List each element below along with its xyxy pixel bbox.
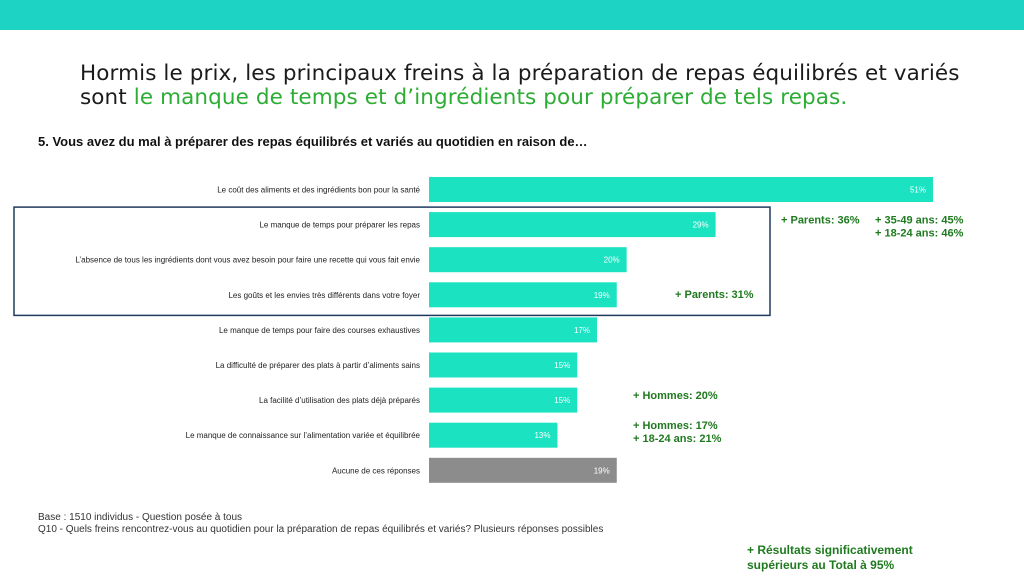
- value-label-1: 51%: [910, 186, 926, 195]
- category-label-8: Le manque de connaissance sur l’alimenta…: [186, 431, 421, 440]
- significance-legend: + Résultats significativement supérieurs…: [747, 543, 913, 573]
- headline: Hormis le prix, les principaux freins à …: [80, 62, 1010, 110]
- annotation-2-line-2: + 18-24 ans: 46%: [875, 228, 964, 240]
- category-label-9: Aucune de ces réponses: [332, 466, 420, 475]
- value-label-2: 29%: [693, 221, 709, 230]
- value-label-7: 15%: [554, 396, 570, 405]
- bar-1: [429, 177, 933, 202]
- value-label-4: 19%: [594, 291, 610, 300]
- bar-2: [429, 212, 716, 238]
- value-label-5: 17%: [574, 326, 590, 335]
- category-label-3: L’absence de tous les ingrédients dont v…: [75, 256, 420, 265]
- bar-6: [429, 352, 578, 378]
- value-label-3: 20%: [604, 256, 620, 265]
- legend-line-1: + Résultats significativement: [747, 543, 913, 557]
- base-note: Base : 1510 individus - Question posée à…: [38, 512, 243, 523]
- annotation-1-line-1: + Parents: 36%: [781, 215, 860, 227]
- bar-5: [429, 317, 597, 343]
- category-label-1: Le coût des aliments et des ingrédients …: [217, 186, 420, 195]
- headline-highlight: le manque de temps et d’ingrédients pour…: [133, 85, 848, 110]
- bar-7: [429, 387, 578, 413]
- category-label-7: La facilité d’utilisation des plats déjà…: [259, 396, 420, 405]
- category-label-4: Les goûts et les envies très différents …: [228, 291, 420, 300]
- annotation-4-line-1: + Hommes: 20%: [633, 390, 718, 402]
- bar-3: [429, 247, 627, 273]
- legend-line-2: supérieurs au Total à 95%: [747, 558, 895, 572]
- category-label-5: Le manque de temps pour faire des course…: [219, 326, 420, 335]
- bar-4: [429, 282, 617, 308]
- highlight-box: [13, 206, 771, 317]
- annotation-2-line-1: + 35-49 ans: 45%: [875, 215, 964, 227]
- annotation-3-line-1: + Parents: 31%: [675, 289, 754, 301]
- top-banner: [0, 0, 1024, 30]
- annotation-5-line-2: + 18-24 ans: 21%: [633, 433, 722, 445]
- chart-title: 5. Vous avez du mal à préparer des repas…: [38, 134, 588, 149]
- value-label-8: 13%: [534, 431, 550, 440]
- bar-8: [429, 422, 558, 448]
- bar-9: [429, 457, 617, 483]
- headline-text: Hormis le prix, les principaux freins à …: [80, 61, 960, 110]
- value-label-9: 19%: [594, 466, 610, 475]
- annotation-5-line-1: + Hommes: 17%: [633, 420, 718, 432]
- question-note: Q10 - Quels freins rencontrez-vous au qu…: [38, 524, 604, 535]
- category-label-2: Le manque de temps pour préparer les rep…: [259, 221, 420, 230]
- value-label-6: 15%: [554, 361, 570, 370]
- category-label-6: La difficulté de préparer des plats à pa…: [216, 361, 420, 370]
